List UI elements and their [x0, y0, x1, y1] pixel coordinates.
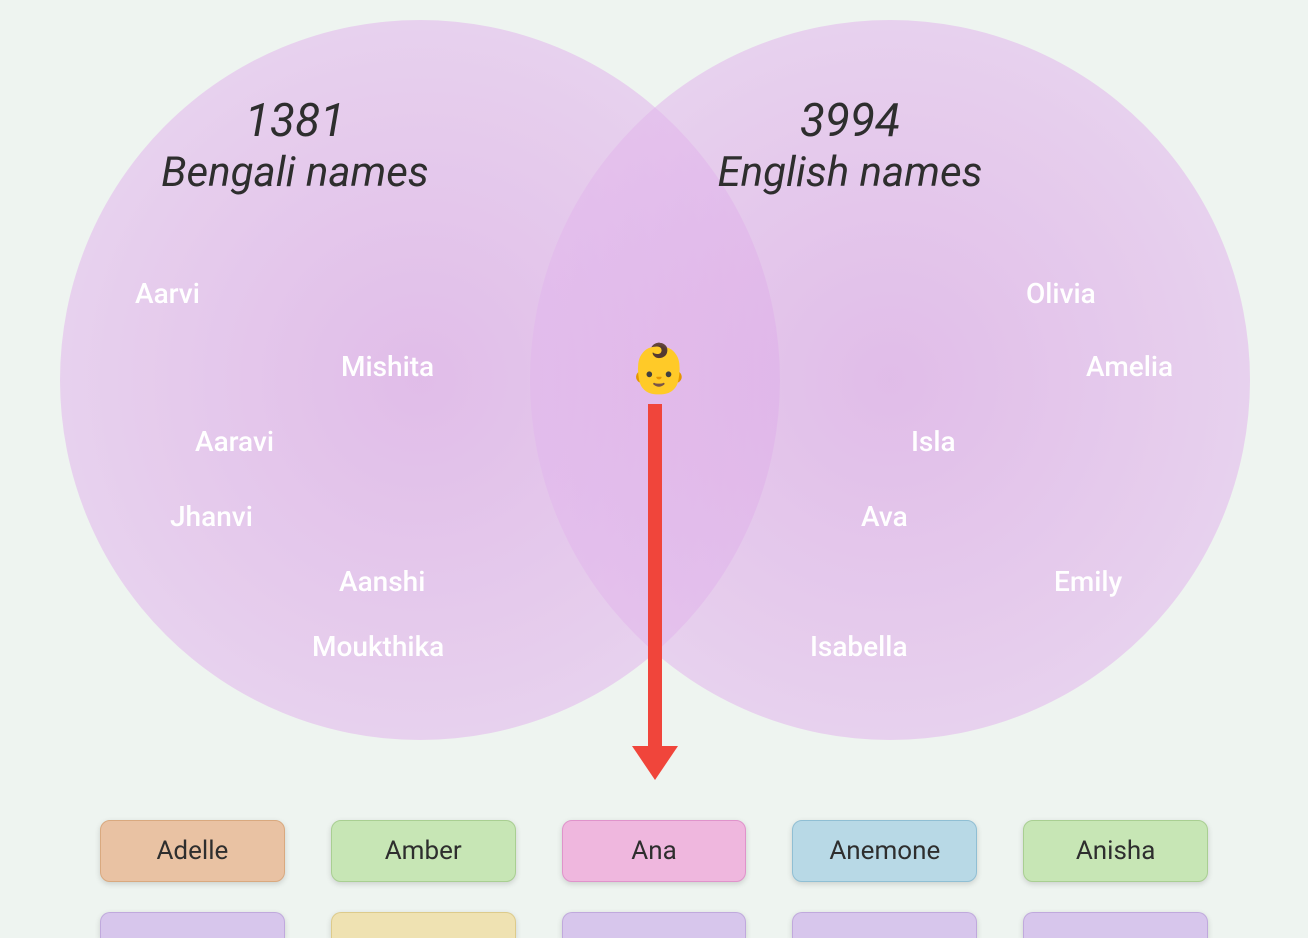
- partial-results-row: [0, 912, 1308, 938]
- venn-diagram: 1381 Bengali names 3994 English names Aa…: [0, 0, 1308, 770]
- result-chip[interactable]: Ana: [562, 820, 747, 882]
- result-chip-partial[interactable]: [100, 912, 285, 938]
- venn-left-label: Bengali names: [161, 148, 429, 198]
- result-chip[interactable]: Adelle: [100, 820, 285, 882]
- venn-title-right: 3994 English names: [717, 95, 982, 198]
- venn-right-label: English names: [717, 148, 982, 198]
- venn-left-name: Moukthika: [312, 630, 444, 663]
- result-chip[interactable]: Amber: [331, 820, 516, 882]
- venn-right-name: Amelia: [1086, 350, 1173, 383]
- result-chip[interactable]: Anisha: [1023, 820, 1208, 882]
- venn-right-name: Olivia: [1026, 277, 1096, 310]
- result-chip[interactable]: Anemone: [792, 820, 977, 882]
- result-chip-partial[interactable]: [562, 912, 747, 938]
- venn-title-left: 1381 Bengali names: [161, 95, 429, 198]
- venn-right-name: Isla: [911, 425, 956, 458]
- venn-right-name: Emily: [1054, 565, 1122, 598]
- result-chip-partial[interactable]: [331, 912, 516, 938]
- result-chip-partial[interactable]: [1023, 912, 1208, 938]
- result-chip-partial[interactable]: [792, 912, 977, 938]
- venn-left-count: 1381: [161, 95, 429, 148]
- venn-left-name: Aarvi: [135, 277, 200, 310]
- venn-right-name: Isabella: [810, 630, 908, 663]
- baby-icon: 👶: [629, 345, 689, 393]
- venn-right-count: 3994: [717, 95, 982, 148]
- venn-left-name: Aaravi: [195, 425, 274, 458]
- results-row: Adelle Amber Ana Anemone Anisha: [0, 820, 1308, 882]
- venn-left-name: Mishita: [341, 350, 434, 383]
- venn-right-name: Ava: [861, 500, 908, 533]
- venn-left-name: Aanshi: [339, 565, 425, 598]
- venn-left-name: Jhanvi: [170, 500, 253, 533]
